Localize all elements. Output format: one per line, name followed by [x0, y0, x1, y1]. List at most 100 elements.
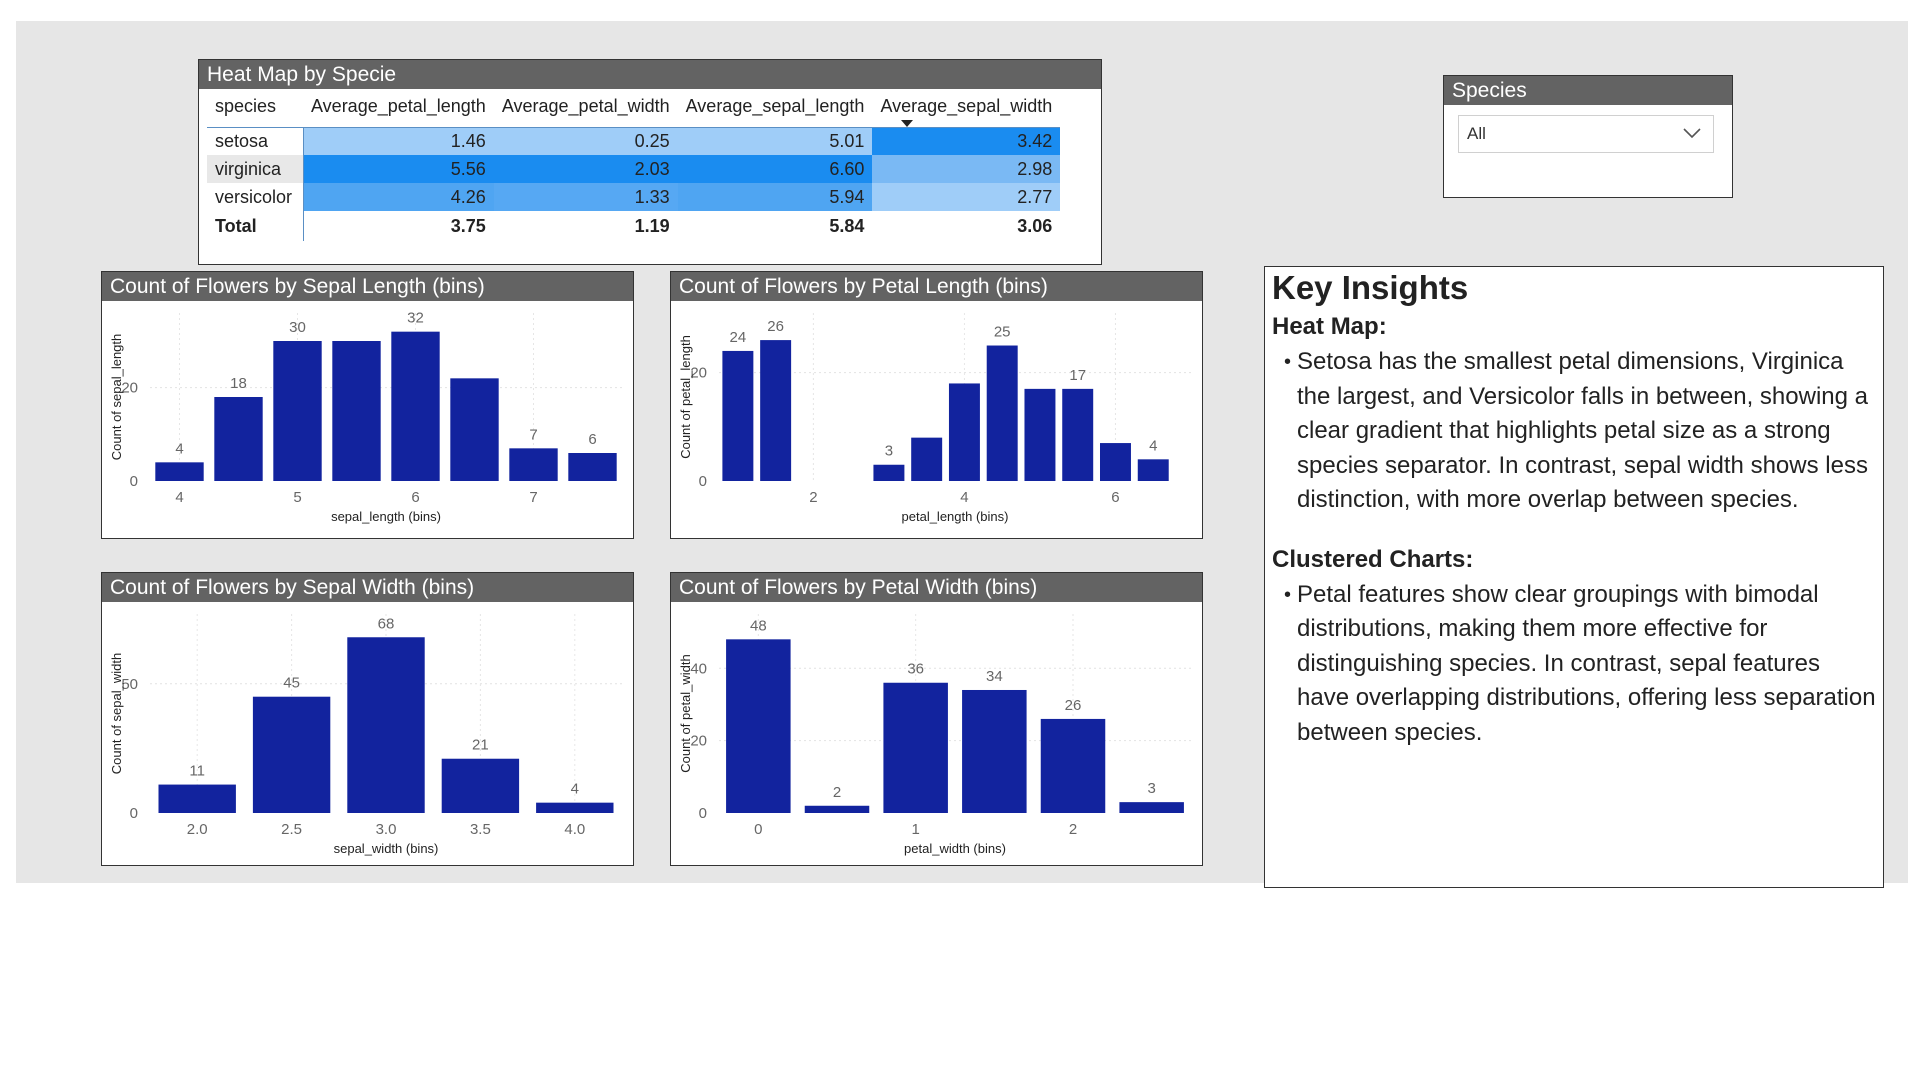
bar[interactable]: [450, 378, 499, 481]
data-label: 3: [1147, 780, 1155, 797]
table-row[interactable]: setosa 1.46 0.25 5.01 3.42: [207, 126, 1061, 155]
bar[interactable]: [873, 464, 905, 481]
bar[interactable]: [252, 696, 331, 813]
bar[interactable]: [332, 341, 381, 481]
y-tick-label: 40: [690, 660, 707, 677]
data-label: 48: [750, 617, 767, 634]
bar[interactable]: [1024, 388, 1056, 481]
x-axis-title: petal_length (bins): [902, 509, 1009, 524]
chart-title: Count of Flowers by Petal Width (bins): [671, 573, 1202, 602]
x-tick-label: 2.0: [187, 821, 208, 838]
heat-cell: 5.56: [303, 155, 494, 183]
heat-cell: 4.26: [303, 183, 494, 211]
bar[interactable]: [722, 350, 754, 481]
y-tick-label: 0: [130, 473, 138, 490]
chart-plot: 48 2 36 34 26 3 0 20 40 0 1 2 petal_width (bins) Coun…: [678, 614, 1191, 856]
total-label: Total: [207, 211, 304, 241]
x-tick-label: 4: [960, 489, 968, 506]
x-tick-label: 2.5: [281, 821, 302, 838]
y-axis-title: Count of sepal_length: [109, 334, 124, 460]
bar[interactable]: [1119, 802, 1184, 813]
y-axis-title: Count of petal_length: [678, 335, 693, 459]
column-header-avg-petal-width[interactable]: Average_petal_width: [501, 96, 670, 117]
heat-cell: 1.46: [303, 126, 494, 155]
heatmap-table-visual[interactable]: Heat Map by Specie species Average_petal…: [198, 59, 1102, 265]
total-cell: 3.06: [1017, 215, 1053, 236]
bar[interactable]: [1137, 459, 1169, 481]
row-label: versicolor: [207, 183, 304, 211]
petal-width-chart[interactable]: Count of Flowers by Petal Width (bins) 4…: [670, 572, 1203, 866]
y-axis-title: Count of petal_width: [678, 654, 693, 773]
total-cell: 1.19: [634, 215, 670, 236]
heat-cell: 2.77: [872, 183, 1061, 211]
chart-title: Count of Flowers by Petal Length (bins): [671, 272, 1202, 301]
y-tick-label: 0: [699, 473, 707, 490]
heat-cell: 0.25: [493, 126, 678, 155]
x-tick-label: 3.0: [376, 821, 397, 838]
bar[interactable]: [1099, 443, 1131, 481]
data-label: 30: [289, 319, 306, 336]
sepal-width-chart[interactable]: Count of Flowers by Sepal Width (bins) 1…: [101, 572, 634, 866]
data-label: 26: [767, 318, 784, 335]
dropdown-selected-value: All: [1467, 124, 1486, 143]
bar[interactable]: [273, 341, 322, 481]
y-tick-label: 20: [690, 733, 707, 750]
bar[interactable]: [760, 340, 792, 481]
column-header-avg-sepal-width[interactable]: Average_sepal_width: [880, 96, 1053, 117]
data-label: 32: [407, 310, 424, 327]
sepal-length-chart[interactable]: Count of Flowers by Sepal Length (bins) …: [101, 271, 634, 539]
bar[interactable]: [948, 383, 980, 481]
bar[interactable]: [568, 453, 617, 481]
bar[interactable]: [441, 758, 520, 813]
key-insights-textbox: Key Insights Heat Map: Setosa has the sm…: [1264, 266, 1884, 888]
x-tick-label: 7: [529, 489, 537, 506]
column-header-species[interactable]: species: [215, 96, 277, 117]
bar[interactable]: [962, 689, 1027, 813]
heat-cell: 6.60: [677, 155, 873, 183]
data-label: 34: [986, 668, 1003, 685]
x-tick-label: 1: [911, 821, 919, 838]
bar[interactable]: [804, 805, 870, 813]
total-cell: 3.75: [450, 215, 486, 236]
x-tick-label: 0: [754, 821, 762, 838]
sort-descending-icon[interactable]: [901, 120, 913, 127]
row-label: setosa: [207, 126, 304, 155]
heat-cell: 3.42: [872, 126, 1061, 155]
column-header-avg-sepal-length[interactable]: Average_sepal_length: [685, 96, 865, 117]
bar[interactable]: [883, 682, 948, 813]
heat-cell: 1.33: [493, 183, 678, 211]
table-row[interactable]: versicolor 4.26 1.33 5.94 2.77: [207, 183, 1061, 211]
bar[interactable]: [214, 397, 263, 481]
x-tick-label: 3.5: [470, 821, 491, 838]
chevron-down-icon[interactable]: [1681, 122, 1703, 144]
bar[interactable]: [1062, 388, 1094, 481]
data-label: 68: [378, 615, 395, 632]
species-dropdown[interactable]: All: [1458, 115, 1714, 153]
x-tick-label: 4.0: [564, 821, 585, 838]
slicer-title: Species: [1444, 76, 1732, 105]
bar[interactable]: [986, 345, 1018, 481]
table-row[interactable]: virginica 5.56 2.03 6.60 2.98: [207, 155, 1061, 183]
x-tick-label: 4: [175, 489, 183, 506]
data-label: 2: [833, 784, 841, 801]
data-label: 4: [571, 781, 579, 798]
x-tick-label: 5: [293, 489, 301, 506]
chart-title: Count of Flowers by Sepal Length (bins): [102, 272, 633, 301]
bar[interactable]: [911, 437, 943, 481]
bar[interactable]: [347, 637, 425, 813]
data-label: 4: [175, 440, 183, 457]
petal-length-chart[interactable]: Count of Flowers by Petal Length (bins) …: [670, 271, 1203, 539]
bar[interactable]: [509, 448, 558, 481]
bar[interactable]: [726, 639, 791, 813]
data-label: 26: [1065, 697, 1082, 714]
y-tick-label: 20: [121, 380, 138, 397]
bar[interactable]: [1040, 718, 1106, 813]
bar[interactable]: [158, 784, 236, 813]
data-label: 45: [283, 675, 300, 692]
bar[interactable]: [155, 462, 204, 481]
bar[interactable]: [391, 331, 440, 481]
y-tick-label: 50: [121, 676, 138, 693]
bar[interactable]: [536, 802, 614, 813]
column-header-avg-petal-length[interactable]: Average_petal_length: [311, 96, 486, 117]
x-tick-label: 2: [1069, 821, 1077, 838]
